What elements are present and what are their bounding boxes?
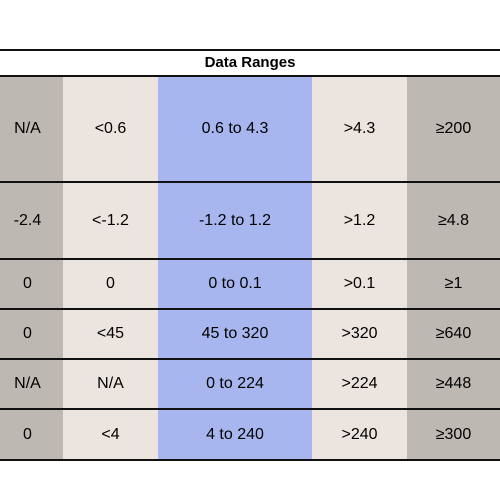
table-cell: 0 [0,410,63,459]
table-row: -2.4 <-1.2 -1.2 to 1.2 >1.2 ≥4.8 [0,183,500,260]
table-row: 0 0 0 to 0.1 >0.1 ≥1 [0,260,500,310]
table-cell: >240 [312,410,407,459]
table-row: 0 <45 45 to 320 >320 ≥640 [0,310,500,360]
table-cell: ≥200 [407,77,500,181]
table-cell: N/A [63,360,158,408]
table-cell: ≥448 [407,360,500,408]
table-cell: <0.6 [63,77,158,181]
table-cell: 0.6 to 4.3 [158,77,312,181]
table-cell: 0 [63,260,158,308]
table-row: N/A N/A 0 to 224 >224 ≥448 [0,360,500,410]
table-cell: <4 [63,410,158,459]
table-cell: 0 [0,260,63,308]
table-row: 0 <4 4 to 240 >240 ≥300 [0,410,500,461]
table-cell: 45 to 320 [158,310,312,358]
table-cell: 0 to 224 [158,360,312,408]
table-cell: ≥640 [407,310,500,358]
table-cell: -1.2 to 1.2 [158,183,312,258]
table-cell: 0 [0,310,63,358]
table-cell: 4 to 240 [158,410,312,459]
table-cell: ≥4.8 [407,183,500,258]
table-title: Data Ranges [0,49,500,77]
table-cell: N/A [0,360,63,408]
table-cell: >224 [312,360,407,408]
table-cell: ≥1 [407,260,500,308]
table-row: N/A <0.6 0.6 to 4.3 >4.3 ≥200 [0,77,500,183]
table-cell: >1.2 [312,183,407,258]
table-cell: ≥300 [407,410,500,459]
table-cell: <-1.2 [63,183,158,258]
table-cell: >4.3 [312,77,407,181]
table-cell: <45 [63,310,158,358]
table-cell: -2.4 [0,183,63,258]
table-cell: >0.1 [312,260,407,308]
data-ranges-table: Data Ranges N/A <0.6 0.6 to 4.3 >4.3 ≥20… [0,49,500,461]
table-cell: 0 to 0.1 [158,260,312,308]
table-cell: >320 [312,310,407,358]
table-cell: N/A [0,77,63,181]
